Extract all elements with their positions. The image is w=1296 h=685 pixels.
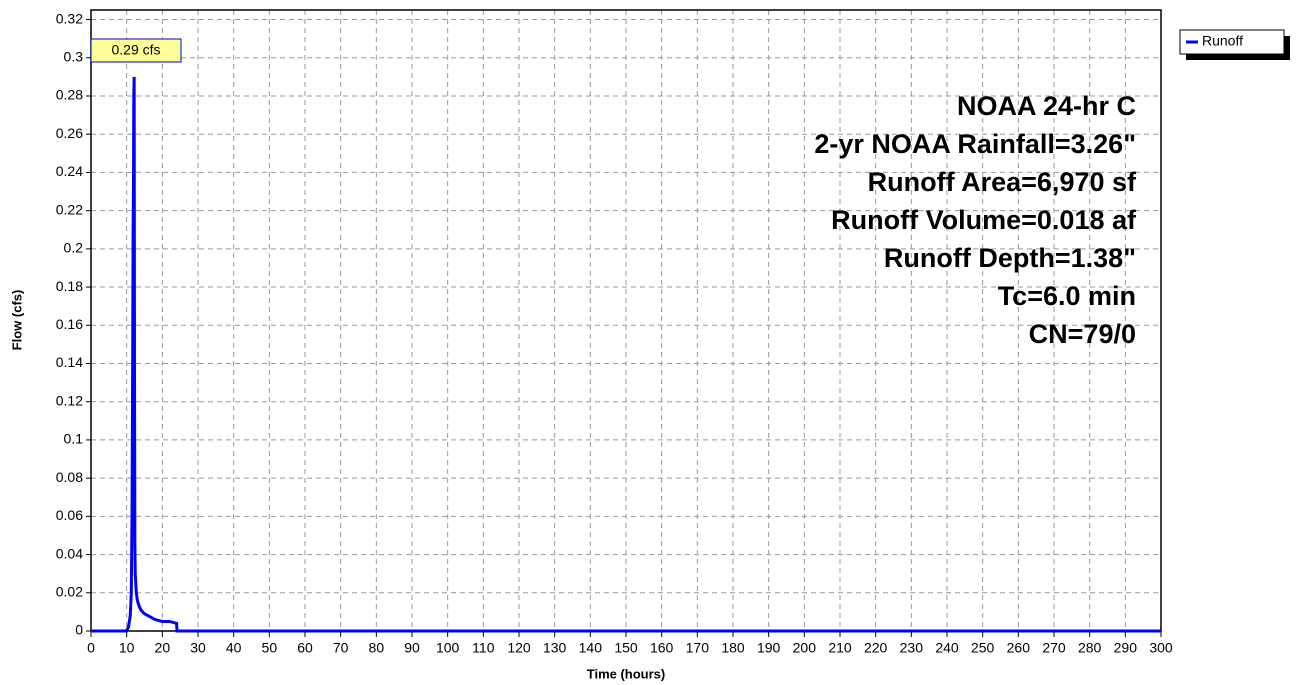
x-tick-label: 250 [971, 640, 995, 656]
x-tick-label: 220 [864, 640, 888, 656]
y-tick-label: 0.16 [56, 316, 83, 332]
x-tick-label: 300 [1149, 640, 1173, 656]
x-tick-label: 130 [543, 640, 567, 656]
y-tick-label: 0.22 [56, 201, 83, 217]
y-tick-label: 0 [75, 622, 83, 638]
x-axis-label: Time (hours) [587, 666, 666, 681]
peak-label-box [90, 38, 182, 63]
y-tick-label: 0.24 [56, 163, 83, 179]
x-tick-label: 120 [507, 640, 531, 656]
x-tick-label: 290 [1114, 640, 1138, 656]
x-tick-label: 20 [155, 640, 171, 656]
x-tick-label: 170 [686, 640, 710, 656]
y-tick-label: 0.26 [56, 125, 83, 141]
x-tick-label: 240 [935, 640, 959, 656]
y-tick-label: 0.02 [56, 583, 83, 599]
x-tick-label: 60 [297, 640, 313, 656]
y-tick-label: 0.28 [56, 87, 83, 103]
annotation: Runoff Area=6,970 sf [868, 167, 1137, 197]
x-tick-label: 140 [579, 640, 603, 656]
x-tick-label: 270 [1042, 640, 1066, 656]
x-tick-label: 190 [757, 640, 781, 656]
y-tick-label: 0.3 [64, 48, 84, 64]
runoff-line [91, 76, 1161, 633]
y-tick-label: 0.06 [56, 507, 83, 523]
x-tick-label: 10 [119, 640, 135, 656]
annotation: Runoff Volume=0.018 af [831, 205, 1137, 235]
annotation: 2-yr NOAA Rainfall=3.26" [814, 129, 1136, 159]
x-tick-label: 230 [900, 640, 924, 656]
legend-label: Runoff [1202, 33, 1243, 49]
y-tick-label: 0.14 [56, 354, 83, 370]
x-tick-label: 40 [226, 640, 242, 656]
annotation: NOAA 24-hr C [957, 91, 1136, 121]
x-tick-label: 30 [190, 640, 206, 656]
x-tick-label: 150 [614, 640, 638, 656]
x-tick-label: 110 [472, 640, 495, 656]
y-tick-label: 0.18 [56, 278, 83, 294]
y-tick-label: 0.2 [64, 240, 84, 256]
x-tick-label: 180 [721, 640, 745, 656]
x-tick-label: 260 [1007, 640, 1031, 656]
annotation: CN=79/0 [1029, 319, 1136, 349]
x-tick-label: 50 [262, 640, 278, 656]
annotation: Tc=6.0 min [998, 281, 1136, 311]
x-tick-label: 200 [793, 640, 817, 656]
peak-label: 0.29 cfs [111, 42, 160, 58]
y-tick-label: 0.1 [64, 431, 84, 447]
x-tick-label: 0 [87, 640, 95, 656]
x-tick-label: 100 [436, 640, 460, 656]
x-tick-label: 70 [333, 640, 349, 656]
x-tick-label: 90 [404, 640, 420, 656]
y-tick-label: 0.12 [56, 392, 83, 408]
x-tick-label: 80 [369, 640, 385, 656]
x-tick-label: 280 [1078, 640, 1102, 656]
y-tick-label: 0.08 [56, 469, 83, 485]
annotation: Runoff Depth=1.38" [884, 243, 1136, 273]
y-tick-label: 0.04 [56, 545, 83, 561]
y-tick-label: 0.32 [56, 10, 83, 26]
x-tick-label: 160 [650, 640, 674, 656]
x-tick-label: 210 [828, 640, 852, 656]
y-axis-label: Flow (cfs) [9, 290, 24, 351]
